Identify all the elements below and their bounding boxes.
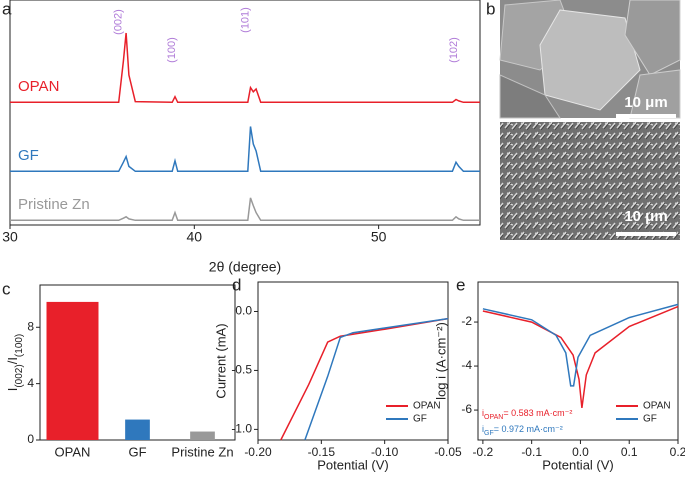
series-label: GF <box>18 147 39 164</box>
series-label: OPAN <box>18 78 59 95</box>
panel-label: b <box>486 0 495 18</box>
peak-label: (102) <box>448 37 460 63</box>
sem-image-top: 10 μm <box>499 0 681 119</box>
sem-image-bottom: 10 μm <box>500 122 680 240</box>
series-line <box>10 197 480 222</box>
x-tick-label: -0.1 <box>521 445 542 459</box>
series-line <box>482 305 679 408</box>
annotation-subscript: OPAN <box>484 414 503 421</box>
annotation-symbol: i <box>482 424 484 434</box>
series-line <box>10 32 480 104</box>
annotation-symbol: i <box>482 408 484 418</box>
y-axis-title: log i (A·cm⁻²) <box>433 322 448 400</box>
y-tick-label: 0.0 <box>235 304 252 318</box>
bar <box>46 301 99 440</box>
x-tick-label: -0.2 <box>473 445 494 459</box>
y-tick-label: 4 <box>27 376 34 390</box>
y-axis-title-part: (100) <box>14 334 25 357</box>
bar <box>125 419 150 440</box>
series-line <box>304 317 449 441</box>
annotation: iGF= 0.972 mA·cm⁻² <box>482 424 563 437</box>
x-tick-label: -0.05 <box>434 445 462 459</box>
series-line <box>10 126 480 173</box>
annotation-text: = 0.972 mA·cm⁻² <box>494 424 563 434</box>
x-tick-label: -0.10 <box>371 445 399 459</box>
x-tick-label: -0.20 <box>244 445 272 459</box>
x-tick-label: 30 <box>2 229 18 245</box>
peak-label: (002) <box>112 9 124 35</box>
y-axis-title: I(002)/I(100) <box>5 334 25 392</box>
annotation-text: = 0.583 mA·cm⁻² <box>503 408 572 418</box>
y-tick-label: -4 <box>461 358 472 372</box>
y-axis-title: Current (mA) <box>213 323 228 398</box>
legend-label: OPAN <box>643 401 671 412</box>
x-tick-label: 0.0 <box>572 445 589 459</box>
panel-label: a <box>2 0 12 18</box>
annotation-subscript: GF <box>484 430 494 437</box>
y-axis-title-part: I <box>5 388 20 392</box>
y-axis-title-part: (002) <box>14 364 25 387</box>
y-tick-label: -1.0 <box>231 422 252 436</box>
legend-label: OPAN <box>413 401 441 412</box>
y-axis-title-part: /I <box>5 357 20 364</box>
x-tick-label: GF <box>128 444 146 459</box>
x-tick-label: 0.1 <box>621 445 638 459</box>
x-axis-title: Potential (V) <box>317 457 389 472</box>
scale-bar-label: 10 μm <box>624 94 667 111</box>
series-line <box>482 303 679 387</box>
x-tick-label: OPAN <box>55 444 91 459</box>
panel-label: e <box>456 275 465 294</box>
x-axis-title: 2θ (degree) <box>209 259 281 275</box>
peak-label: (100) <box>166 37 178 63</box>
x-tick-label: Pristine Zn <box>171 444 233 459</box>
x-tick-label: -0.15 <box>308 445 336 459</box>
scale-bar-label: 10 μm <box>624 208 667 225</box>
annotation: iOPAN= 0.583 mA·cm⁻² <box>482 408 572 421</box>
plot-frame <box>9 0 481 226</box>
panel-label: d <box>232 275 241 294</box>
legend-label: GF <box>413 414 427 425</box>
bar <box>190 431 215 440</box>
y-tick-label: -6 <box>461 402 472 416</box>
y-tick-label: 0 <box>27 432 34 446</box>
x-tick-label: 40 <box>187 229 203 245</box>
plot-frame <box>477 281 679 441</box>
y-tick-label: 8 <box>27 319 34 333</box>
plot-frame <box>257 281 449 441</box>
peak-label: (101) <box>240 7 252 33</box>
y-tick-label: -0.5 <box>231 363 252 377</box>
x-tick-label: 50 <box>371 229 387 245</box>
panel-label: c <box>2 279 11 298</box>
series-line <box>280 317 449 441</box>
y-tick-label: -2 <box>461 314 472 328</box>
x-tick-label: 0.2 <box>670 445 685 459</box>
series-label: Pristine Zn <box>18 196 90 213</box>
legend-label: GF <box>643 414 657 425</box>
x-axis-title: Potential (V) <box>542 457 614 472</box>
